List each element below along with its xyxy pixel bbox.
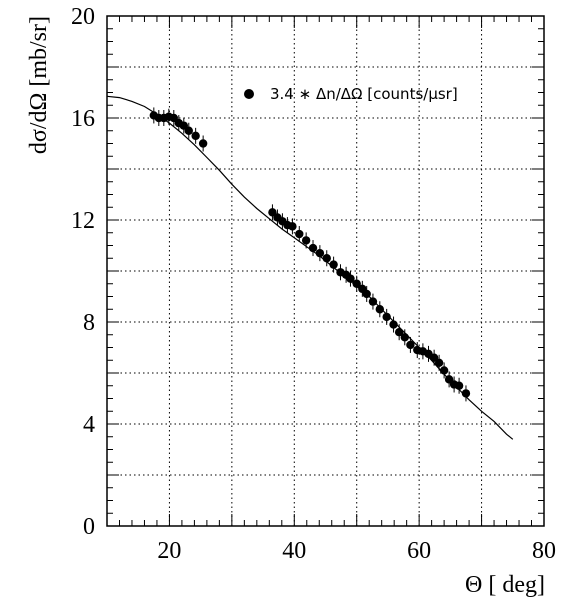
data-point [198, 139, 208, 148]
y-axis-title: dσ/dΩ [mb/sr] [26, 16, 52, 154]
data-point [288, 222, 297, 231]
data-point [389, 320, 398, 329]
data-point [322, 254, 331, 263]
data-point [352, 279, 361, 288]
data-point [394, 328, 404, 337]
data-point [439, 366, 449, 375]
legend-label: 3.4 ∗ Δn/ΔΩ [counts/μsr] [270, 85, 458, 103]
data-point [400, 333, 409, 342]
x-tick-label: 40 [282, 538, 306, 564]
data-point [191, 131, 200, 141]
data-point [308, 243, 318, 253]
data-point [406, 340, 415, 350]
axis-ticks [106, 15, 545, 527]
x-tick-label: 60 [407, 538, 431, 564]
data-point [461, 389, 471, 398]
x-axis-title: Θ [ deg] [465, 572, 545, 598]
data-point [375, 305, 385, 314]
data-point [329, 260, 338, 269]
data-point [368, 297, 378, 306]
grid [107, 16, 544, 526]
data-point [315, 248, 325, 258]
y-tick-label: 16 [71, 106, 95, 132]
legend: 3.4 ∗ Δn/ΔΩ [counts/μsr] [244, 85, 458, 103]
data-point [184, 126, 193, 135]
tick-labels: 20 40 60 80 0 4 8 12 16 20 [71, 4, 556, 564]
data-point [382, 312, 391, 322]
y-tick-label: 8 [83, 310, 95, 336]
y-tick-label: 12 [71, 208, 95, 234]
y-tick-label: 20 [71, 4, 95, 30]
data-points [149, 107, 471, 402]
x-tick-label: 80 [532, 538, 556, 564]
y-tick-label: 4 [83, 412, 95, 438]
y-tick-label: 0 [83, 514, 95, 540]
data-point [362, 289, 371, 299]
data-point [295, 229, 304, 239]
legend-marker [244, 89, 254, 99]
data-point [434, 358, 444, 367]
x-tick-label: 20 [157, 538, 181, 564]
data-point [454, 381, 464, 390]
data-point [301, 236, 311, 245]
data-point [346, 274, 355, 283]
